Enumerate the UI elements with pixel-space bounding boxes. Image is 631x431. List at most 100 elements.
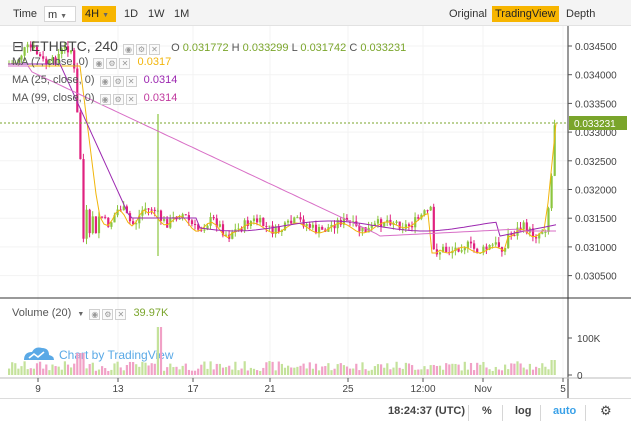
volume-bar	[190, 370, 194, 375]
volume-bar	[70, 367, 73, 375]
candle-body	[259, 217, 262, 223]
gear-icon[interactable]: ⚙	[600, 403, 612, 418]
eye-icon[interactable]: ◉	[123, 44, 134, 55]
price-tick-label: 0.031500	[575, 214, 617, 225]
volume-bar	[265, 362, 268, 375]
candle-body	[293, 217, 296, 224]
volume-bar	[200, 364, 203, 375]
ma99-legend[interactable]: MA (99, close, 0) ◉ ⚙ ✕ 0.0314	[12, 92, 177, 105]
volume-bar	[101, 366, 104, 375]
candle-body	[426, 210, 429, 212]
candle-body	[45, 58, 48, 65]
settings-icon[interactable]: ⚙	[106, 58, 118, 69]
volume-bar	[159, 327, 163, 375]
candle-body	[39, 54, 42, 57]
eye-icon[interactable]: ◉	[99, 94, 111, 105]
volume-bar	[386, 363, 389, 375]
candle-body	[159, 210, 163, 221]
close-icon[interactable]: ✕	[115, 309, 127, 320]
volume-bar	[305, 368, 308, 375]
close-icon[interactable]: ✕	[119, 58, 131, 69]
candle-body	[411, 225, 414, 228]
percent-toggle[interactable]: %	[482, 405, 492, 417]
volume-bar	[423, 366, 426, 375]
interval-unit-select[interactable]: m ▼	[44, 6, 76, 22]
high-label: H	[231, 42, 240, 54]
tradingview-cloud-icon	[24, 347, 54, 360]
volume-bar	[500, 370, 504, 375]
candle-body	[135, 223, 138, 225]
candle-body	[66, 46, 70, 53]
price-tick-label: 0.034500	[575, 42, 617, 53]
volume-bar	[169, 363, 172, 375]
eye-icon[interactable]: ◉	[93, 58, 105, 69]
chevron-down-icon[interactable]: ▼	[77, 311, 85, 318]
candle-body	[311, 224, 314, 228]
volume-bar	[94, 370, 97, 375]
collapse-icon[interactable]: ⊟	[12, 38, 24, 54]
close-icon[interactable]: ✕	[125, 94, 137, 105]
ma7-label: MA (7, close, 0)	[12, 56, 89, 68]
volume-bar	[513, 363, 516, 375]
interval-4h-button[interactable]: 4H ▼	[82, 6, 116, 22]
ma7-legend[interactable]: MA (7, close, 0) ◉ ⚙ ✕ 0.0317	[12, 56, 171, 69]
eye-icon[interactable]: ◉	[89, 309, 101, 320]
volume-bar	[42, 368, 45, 375]
candle-body	[485, 246, 488, 250]
settings-icon[interactable]: ⚙	[112, 94, 124, 105]
interval-1d-button[interactable]: 1D	[124, 8, 139, 20]
time-tick-label: 25	[342, 384, 354, 395]
candle-body	[504, 247, 507, 252]
volume-bar	[318, 370, 321, 375]
volume-bar	[376, 364, 380, 375]
volume-bar	[339, 363, 342, 375]
close-icon[interactable]: ✕	[125, 76, 137, 87]
settings-icon[interactable]: ⚙	[136, 44, 147, 55]
volume-bar	[97, 369, 101, 375]
price-axis[interactable]: 0.034500 0.034000 0.033500 0.033000 0.032500…	[568, 42, 617, 283]
candle-body	[553, 125, 556, 176]
ma25-legend[interactable]: MA (25, close, 0) ◉ ⚙ ✕ 0.0314	[12, 74, 177, 87]
candlesticks	[8, 40, 556, 260]
time-axis[interactable]: 9 13 17 21 25 12:00 Nov 5	[35, 378, 566, 395]
volume-bar	[66, 364, 70, 375]
volume-bar	[259, 370, 262, 375]
interval-1w-button[interactable]: 1W	[148, 8, 165, 20]
volume-bar	[262, 367, 265, 375]
view-depth-button[interactable]: Depth	[566, 8, 596, 20]
volume-bar	[63, 361, 66, 375]
volume-bar	[290, 367, 293, 375]
volume-bar	[429, 365, 432, 375]
current-price-value: 0.033231	[574, 119, 616, 130]
volume-bar	[407, 363, 411, 375]
volume-bar	[528, 363, 531, 375]
candle-body	[370, 225, 373, 228]
candle-body	[128, 213, 132, 222]
current-price-badge: 0.033231	[569, 116, 627, 130]
volume-bar	[494, 366, 497, 375]
view-tradingview-button[interactable]: TradingView	[492, 6, 559, 22]
volume-bar	[308, 362, 311, 375]
time-tick-label: 13	[112, 384, 124, 395]
candle-body	[398, 221, 401, 229]
eye-icon[interactable]: ◉	[99, 76, 111, 87]
volume-bar	[206, 368, 209, 375]
log-toggle[interactable]: log	[515, 405, 532, 417]
tradingview-watermark[interactable]: Chart by TradingView	[24, 347, 174, 363]
view-original-button[interactable]: Original	[449, 8, 487, 20]
close-icon[interactable]: ✕	[149, 44, 160, 55]
volume-bar	[345, 366, 349, 375]
low-label: L	[291, 42, 298, 54]
volume-bar	[79, 353, 82, 375]
candle-body	[308, 224, 311, 228]
volume-legend[interactable]: Volume (20) ▼ ◉ ⚙ ✕ 39.97K	[12, 307, 168, 320]
settings-icon[interactable]: ⚙	[102, 309, 114, 320]
price-chart[interactable]: Chart by TradingView 0.0345000.0340000.0…	[0, 26, 631, 398]
price-tick-label: 0.033000	[575, 128, 617, 139]
auto-toggle[interactable]: auto	[553, 405, 577, 417]
interval-1m-button[interactable]: 1M	[174, 8, 190, 20]
settings-icon[interactable]: ⚙	[112, 76, 124, 87]
candle-body	[330, 224, 333, 228]
volume-bar	[336, 364, 339, 375]
